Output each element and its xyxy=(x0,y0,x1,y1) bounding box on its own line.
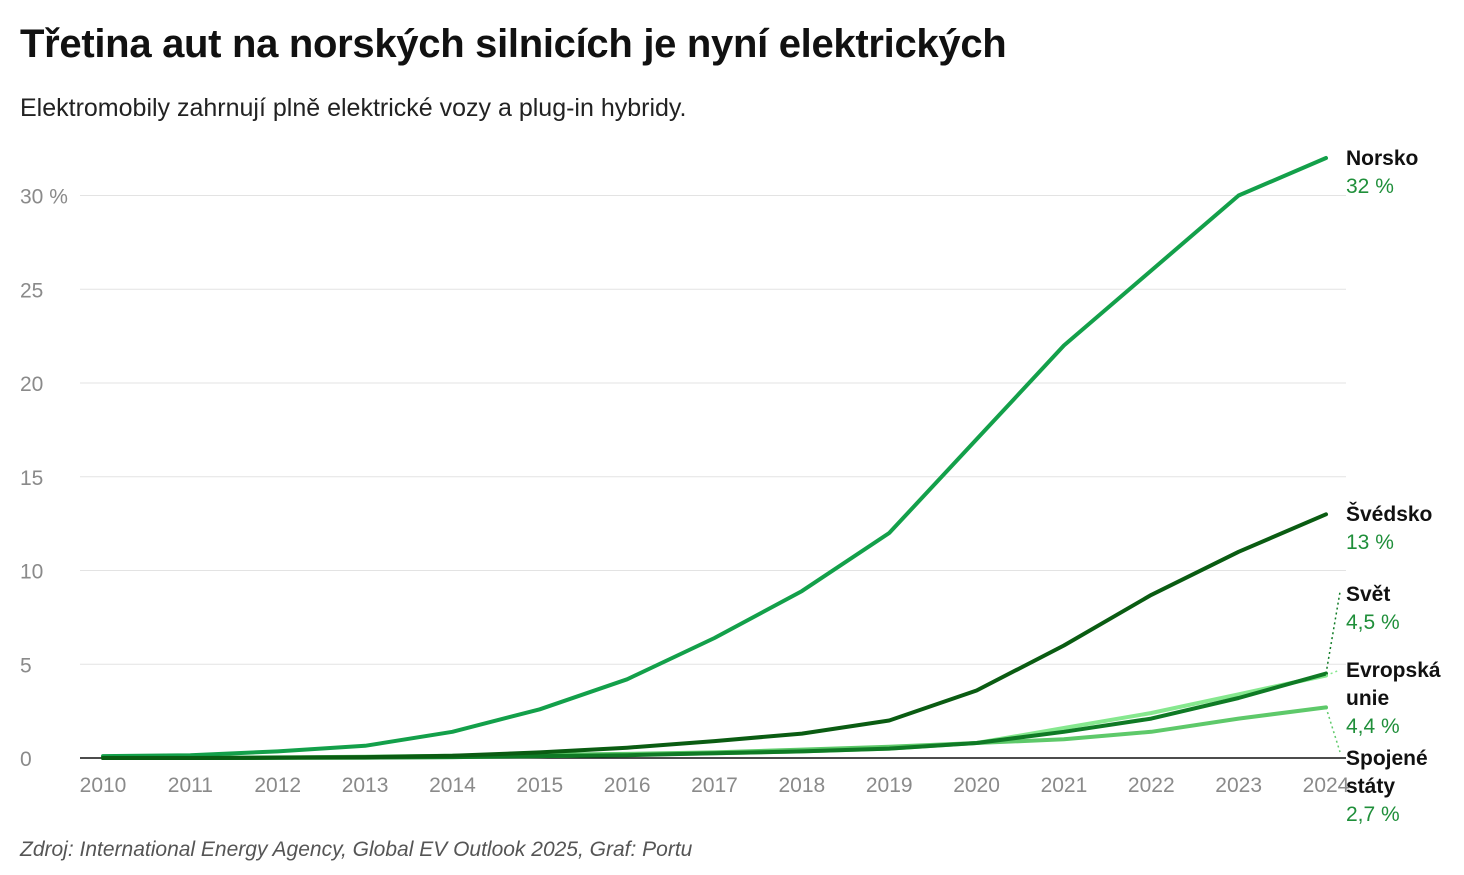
label-leader-lines xyxy=(1325,591,1341,753)
series-name-label: Evropská xyxy=(1346,659,1441,682)
grid-lines xyxy=(80,195,1346,759)
y-tick-label: 20 xyxy=(20,373,43,396)
y-tick-label: 25 xyxy=(20,279,43,302)
x-tick-label: 2020 xyxy=(953,774,1000,797)
series-line-0 xyxy=(101,156,1328,759)
series-lines xyxy=(101,156,1328,760)
series-end-labels: Norsko 32 % Švédsko 13 % Svět 4,5 % Evropská un… xyxy=(1346,147,1441,826)
x-tick-label: 2021 xyxy=(1041,774,1088,797)
series-line-3 xyxy=(101,673,1328,760)
x-tick-label: 2010 xyxy=(80,774,127,797)
series-value-label: 4,4 % xyxy=(1346,715,1400,738)
y-tick-label: 15 xyxy=(20,467,43,490)
x-axis-ticks: 2010 2011 2012 2013 2014 2015 2016 2017 2018 2019… xyxy=(80,774,1350,797)
series-name-label: Norsko xyxy=(1346,147,1418,170)
label-leader-line xyxy=(1325,591,1341,674)
x-tick-label: 2017 xyxy=(691,774,738,797)
x-tick-label: 2024 xyxy=(1303,774,1350,797)
x-tick-label: 2016 xyxy=(604,774,651,797)
y-tick-label: 30 % xyxy=(20,186,68,209)
series-name-label: unie xyxy=(1346,687,1389,710)
series-name-label: Spojené xyxy=(1346,747,1428,770)
x-tick-label: 2015 xyxy=(516,774,563,797)
x-tick-label: 2011 xyxy=(168,774,213,797)
chart-title: Třetina aut na norských silnicích je nyn… xyxy=(20,22,1007,66)
x-tick-label: 2022 xyxy=(1128,774,1175,797)
label-leader-line xyxy=(1325,669,1341,677)
chart-source: Zdroj: International Energy Agency, Glob… xyxy=(20,838,693,861)
x-tick-label: 2012 xyxy=(254,774,301,797)
series-value-label: 2,7 % xyxy=(1346,803,1400,826)
x-tick-label: 2019 xyxy=(866,774,913,797)
label-leader-line xyxy=(1325,707,1341,753)
chart-subtitle: Elektromobily zahrnují plně elektrické v… xyxy=(20,94,687,122)
y-tick-label: 0 xyxy=(20,748,32,771)
x-tick-label: 2018 xyxy=(778,774,825,797)
series-line-1 xyxy=(101,512,1328,760)
series-value-label: 4,5 % xyxy=(1346,611,1400,634)
series-name-label: Švédsko xyxy=(1346,502,1432,526)
x-tick-label: 2013 xyxy=(342,774,389,797)
series-name-label: Svět xyxy=(1346,583,1390,606)
series-value-label: 32 % xyxy=(1346,175,1394,198)
y-tick-label: 5 xyxy=(20,654,32,677)
y-axis-ticks: 0 5 10 15 20 25 30 % xyxy=(20,186,68,772)
series-name-label: státy xyxy=(1346,775,1395,798)
y-tick-label: 10 xyxy=(20,561,43,584)
x-tick-label: 2023 xyxy=(1215,774,1262,797)
x-tick-label: 2014 xyxy=(429,774,476,797)
series-value-label: 13 % xyxy=(1346,531,1394,554)
